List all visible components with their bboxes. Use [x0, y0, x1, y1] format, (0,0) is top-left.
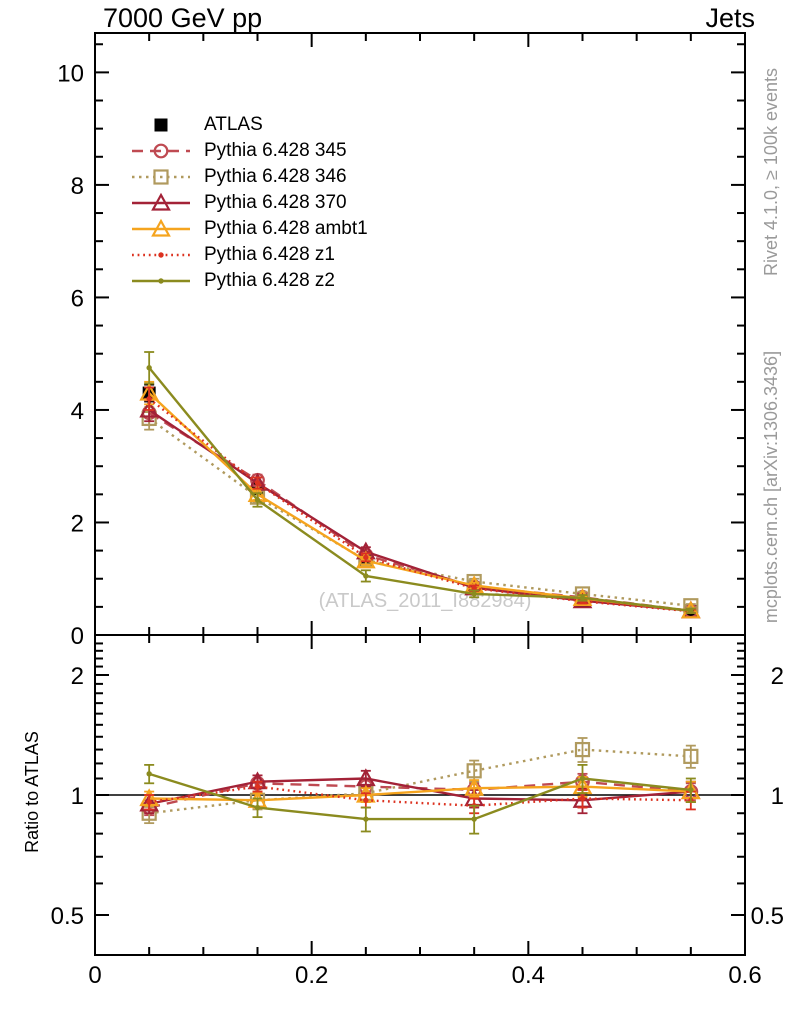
- marker-square-filled: [154, 118, 168, 132]
- marker-triangle-open: [464, 777, 485, 796]
- marker-dot: [363, 554, 369, 561]
- marker-circle-open: [153, 143, 169, 159]
- legend-sample-atlas: [154, 118, 168, 132]
- legend-item-atlas: ATLAS: [130, 112, 368, 138]
- tick-label: 0.2: [295, 962, 328, 989]
- legend-sample-pythia-z2: [132, 278, 190, 284]
- marker-dot: [579, 775, 586, 782]
- legend-item-pythia-346: Pythia 6.428 346: [130, 164, 368, 190]
- chart-generated-content: 0 2 4 6 8 10 0.5 0.5 1 1 2 2 0 0.2 0.4 0.6: [51, 32, 784, 989]
- marker-dot: [254, 497, 261, 503]
- legend-sample-pythia-346: [132, 169, 190, 185]
- tick-label: 6: [71, 285, 84, 312]
- tick-label: 4: [71, 398, 84, 425]
- tick-label: 0: [71, 623, 84, 650]
- legend-label: Pythia 6.428 z2: [204, 270, 335, 291]
- marker-dot: [146, 771, 152, 777]
- legend-sample-pythia-z1: [132, 252, 190, 258]
- marker-dot: [146, 365, 152, 371]
- marker-square-open: [466, 763, 482, 779]
- marker-dot: [471, 585, 477, 592]
- marker-dot: [158, 252, 164, 258]
- tick-label: 0.5: [751, 903, 784, 930]
- marker-dot: [254, 480, 261, 486]
- marker-dot: [579, 795, 586, 802]
- marker-square-open: [153, 169, 169, 185]
- ratio-axis-label: Ratio to ATLAS: [22, 731, 42, 853]
- analysis-watermark: (ATLAS_2011_I882984): [319, 590, 532, 612]
- legend-label: Pythia 6.428 370: [204, 192, 347, 213]
- page-title: 7000 GeV pp: [103, 3, 262, 33]
- marker-dot: [254, 804, 261, 811]
- marker-dot: [363, 573, 369, 579]
- marker-triangle-open: [151, 192, 171, 211]
- tick-label: 0.4: [512, 962, 545, 989]
- tick-label: 0: [88, 962, 101, 989]
- tick-label: 1: [71, 783, 84, 810]
- marker-triangle-open: [355, 550, 376, 569]
- tick-label: 1: [771, 783, 784, 810]
- marker-dot: [579, 595, 586, 601]
- marker-dot: [471, 816, 477, 822]
- legend: ATLAS Pythia 6.428 345 Pythia 6.428 346 Pyt…: [130, 112, 368, 294]
- marker-square-open: [683, 748, 699, 764]
- observable-title: Jets: [705, 3, 755, 33]
- mcplots-arxiv-note: mcplots.cern.ch [arXiv:1306.3436]: [761, 351, 781, 623]
- legend-item-pythia-345: Pythia 6.428 345: [130, 138, 368, 164]
- marker-triangle-open: [139, 793, 160, 812]
- tick-label: 2: [771, 663, 784, 690]
- legend-item-pythia-ambt1: Pythia 6.428 ambt1: [130, 216, 368, 242]
- axis-tick-labels: 0 2 4 6 8 10 0.5 0.5 1 1 2 2 0 0.2 0.4 0.6: [51, 60, 784, 989]
- marker-dot: [688, 608, 694, 614]
- marker-dot: [146, 396, 152, 402]
- marker-triangle-open: [151, 218, 171, 237]
- legend-label: Pythia 6.428 ambt1: [204, 218, 368, 239]
- legend-label: ATLAS: [204, 114, 263, 135]
- legend-sample-pythia-ambt1: [132, 218, 190, 237]
- tick-label: 2: [71, 510, 84, 537]
- legend-item-pythia-370: Pythia 6.428 370: [130, 190, 368, 216]
- marker-dot: [363, 797, 369, 803]
- legend-sample-pythia-370: [132, 192, 190, 211]
- marker-dot: [146, 799, 152, 805]
- axis-ticks: [94, 33, 746, 955]
- legend-sample-pythia-345: [132, 143, 190, 159]
- series-pythia-z2: [144, 351, 696, 835]
- legend-label: Pythia 6.428 345: [204, 140, 347, 161]
- tick-label: 0.6: [728, 962, 761, 989]
- tick-label: 2: [71, 663, 84, 690]
- legend-label: Pythia 6.428 346: [204, 166, 347, 187]
- legend-label: Pythia 6.428 z1: [204, 244, 335, 265]
- marker-square-open: [574, 741, 591, 758]
- marker-dot: [254, 783, 261, 790]
- tick-label: 10: [57, 60, 84, 87]
- tick-label: 0.5: [51, 903, 84, 930]
- series-pythia-346: [141, 406, 699, 825]
- tick-label: 8: [71, 173, 84, 200]
- marker-dot: [471, 591, 477, 597]
- rivet-version-note: Rivet 4.1.0, ≥ 100k events: [761, 68, 781, 276]
- marker-dot: [688, 787, 694, 793]
- series-atlas: [142, 383, 698, 618]
- legend-item-pythia-z2: Pythia 6.428 z2: [130, 268, 368, 294]
- marker-dot: [158, 278, 164, 284]
- legend-item-pythia-z1: Pythia 6.428 z1: [130, 242, 368, 268]
- marker-dot: [363, 816, 369, 822]
